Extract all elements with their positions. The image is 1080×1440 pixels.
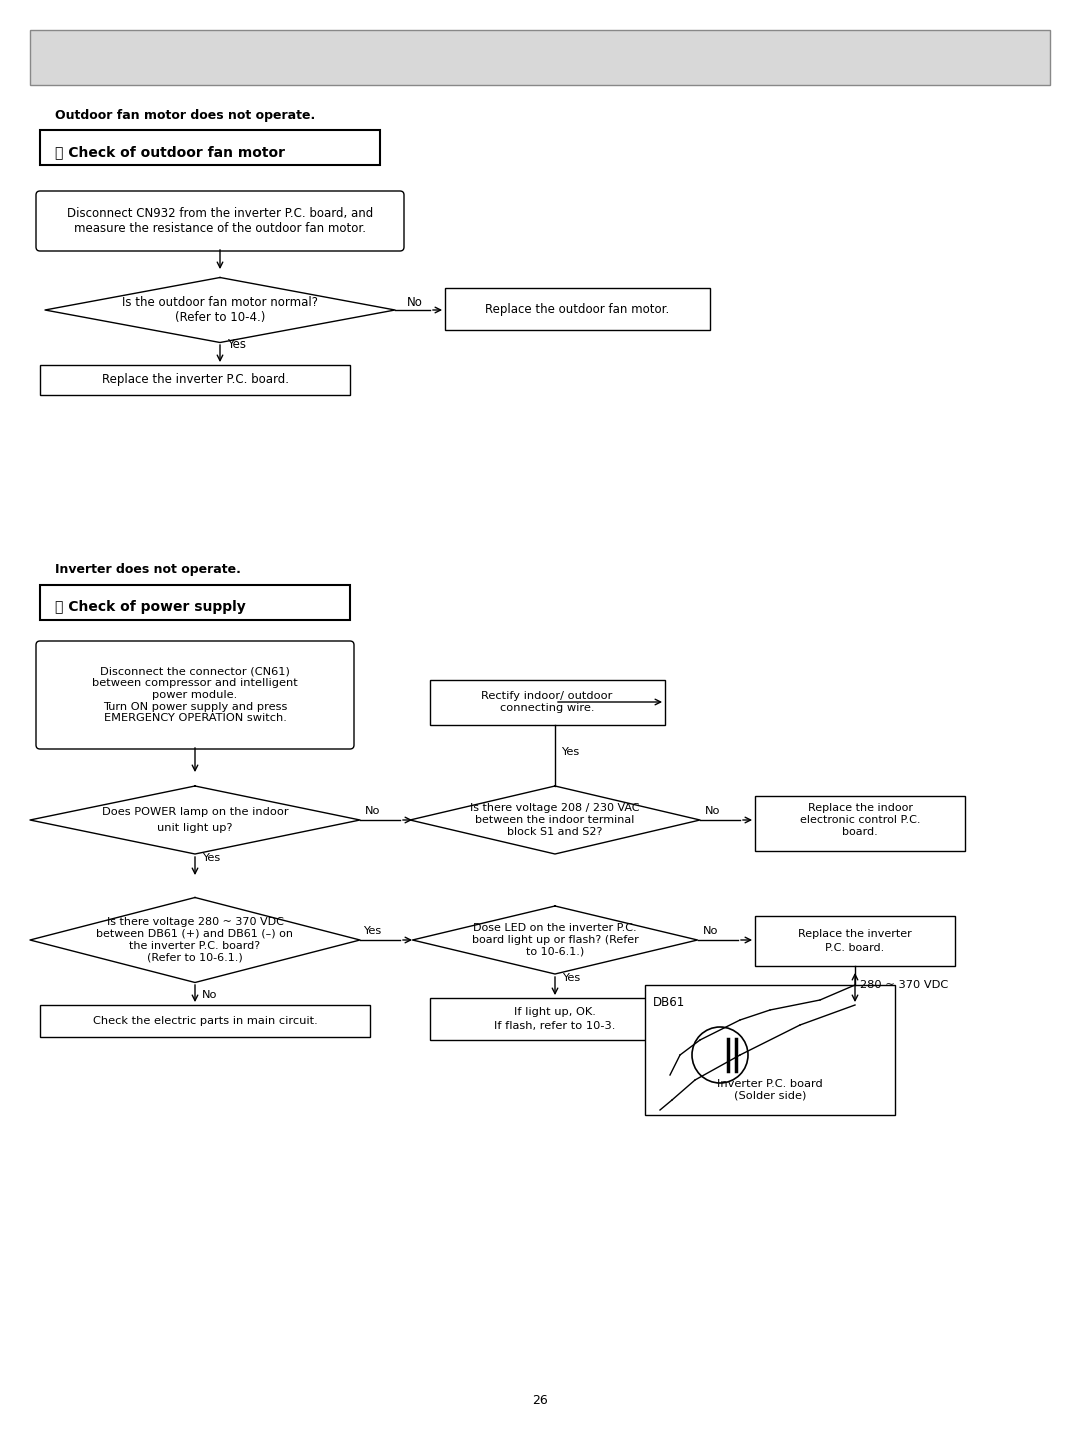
Text: Disconnect CN932 from the inverter P.C. board, and
measure the resistance of the: Disconnect CN932 from the inverter P.C. … <box>67 207 373 235</box>
Text: Replace the outdoor fan motor.: Replace the outdoor fan motor. <box>485 302 670 315</box>
Text: No: No <box>703 926 718 936</box>
Text: board light up or flash? (Refer: board light up or flash? (Refer <box>472 935 638 945</box>
Text: Inverter P.C. board
(Solder side): Inverter P.C. board (Solder side) <box>717 1079 823 1100</box>
Bar <box>430 680 665 724</box>
Bar <box>755 796 966 851</box>
Bar <box>40 364 350 395</box>
Bar <box>430 998 680 1040</box>
Text: Rectify indoor/ outdoor
connecting wire.: Rectify indoor/ outdoor connecting wire. <box>482 691 612 713</box>
Text: the inverter P.C. board?: the inverter P.C. board? <box>130 940 260 950</box>
Text: unit light up?: unit light up? <box>158 824 233 832</box>
Text: Replace the inverter P.C. board.: Replace the inverter P.C. board. <box>102 373 288 386</box>
Bar <box>40 1005 370 1037</box>
Text: Yes: Yes <box>363 926 381 936</box>
Text: Does POWER lamp on the indoor: Does POWER lamp on the indoor <box>102 806 288 816</box>
Text: Yes: Yes <box>562 973 580 984</box>
Text: (Refer to 10-6.1.): (Refer to 10-6.1.) <box>147 953 243 963</box>
FancyBboxPatch shape <box>36 192 404 251</box>
Text: Replace the inverter: Replace the inverter <box>798 929 912 939</box>
Text: Disconnect the connector (CN61)
between compressor and intelligent
power module.: Disconnect the connector (CN61) between … <box>92 667 298 723</box>
Text: P.C. board.: P.C. board. <box>825 943 885 953</box>
Text: If light up, OK.: If light up, OK. <box>514 1007 596 1017</box>
Text: between the indoor terminal: between the indoor terminal <box>475 815 635 825</box>
Bar <box>645 985 895 1115</box>
Text: ⓙ Check of power supply: ⓙ Check of power supply <box>55 600 246 613</box>
Bar <box>40 130 380 166</box>
Text: If flash, refer to 10-3.: If flash, refer to 10-3. <box>495 1021 616 1031</box>
Text: Is the outdoor fan motor normal?: Is the outdoor fan motor normal? <box>122 295 318 308</box>
Text: (Refer to 10-4.): (Refer to 10-4.) <box>175 311 266 324</box>
Bar <box>445 288 710 330</box>
Text: to 10-6.1.): to 10-6.1.) <box>526 948 584 958</box>
Text: 26: 26 <box>532 1394 548 1407</box>
Text: ⓘ Check of outdoor fan motor: ⓘ Check of outdoor fan motor <box>55 145 285 158</box>
Text: electronic control P.C.: electronic control P.C. <box>800 815 920 825</box>
Text: No: No <box>407 295 423 308</box>
Text: No: No <box>705 806 720 816</box>
Text: Yes: Yes <box>561 747 579 757</box>
Text: Dose LED on the inverter P.C.: Dose LED on the inverter P.C. <box>473 923 637 933</box>
Text: Is there voltage 208 / 230 VAC: Is there voltage 208 / 230 VAC <box>470 804 639 814</box>
Text: Yes: Yes <box>202 852 220 863</box>
Bar <box>30 30 1050 85</box>
Text: block S1 and S2?: block S1 and S2? <box>508 827 603 837</box>
Text: Check the electric parts in main circuit.: Check the electric parts in main circuit… <box>93 1017 318 1025</box>
Text: DB61: DB61 <box>653 996 685 1009</box>
Text: No: No <box>202 991 217 999</box>
Text: Replace the indoor: Replace the indoor <box>808 804 913 814</box>
Text: 280 ~ 370 VDC: 280 ~ 370 VDC <box>860 981 948 991</box>
Text: Yes: Yes <box>227 338 246 351</box>
Text: Inverter does not operate.: Inverter does not operate. <box>55 563 241 576</box>
FancyBboxPatch shape <box>36 641 354 749</box>
Text: Outdoor fan motor does not operate.: Outdoor fan motor does not operate. <box>55 108 315 121</box>
Bar <box>755 916 955 966</box>
Text: board.: board. <box>842 827 878 837</box>
Text: Is there voltage 280 ~ 370 VDC: Is there voltage 280 ~ 370 VDC <box>107 917 283 927</box>
Text: between DB61 (+) and DB61 (–) on: between DB61 (+) and DB61 (–) on <box>96 929 294 939</box>
Bar <box>40 585 350 621</box>
Text: No: No <box>365 806 380 816</box>
